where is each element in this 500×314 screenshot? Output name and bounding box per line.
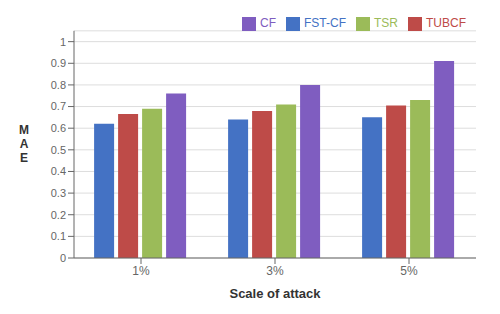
svg-text:1%: 1%: [132, 264, 150, 278]
html-text:TSR: TSR: [374, 16, 398, 30]
svg-text:0.7: 0.7: [51, 100, 66, 112]
svg-text:0.4: 0.4: [51, 165, 66, 177]
svg-text:0.5: 0.5: [51, 144, 66, 156]
svg-text:Scale of attack: Scale of attack: [229, 286, 321, 301]
svg-text:0.2: 0.2: [51, 209, 66, 221]
html-text:CF: CF: [260, 16, 276, 30]
svg-text:0.6: 0.6: [51, 122, 66, 134]
html-text:FST-CF: FST-CF: [304, 16, 346, 30]
html-text:TUBCF: TUBCF: [426, 16, 466, 30]
svg-text:1: 1: [60, 36, 66, 48]
svg-text:0.3: 0.3: [51, 187, 66, 199]
svg-text:3%: 3%: [266, 264, 284, 278]
svg-text:0.8: 0.8: [51, 79, 66, 91]
svg-text:MAE: MAE: [19, 123, 29, 165]
svg-text:0: 0: [60, 252, 66, 264]
svg-text:5%: 5%: [400, 264, 418, 278]
svg-text:0.9: 0.9: [51, 57, 66, 69]
svg-text:0.1: 0.1: [51, 230, 66, 242]
